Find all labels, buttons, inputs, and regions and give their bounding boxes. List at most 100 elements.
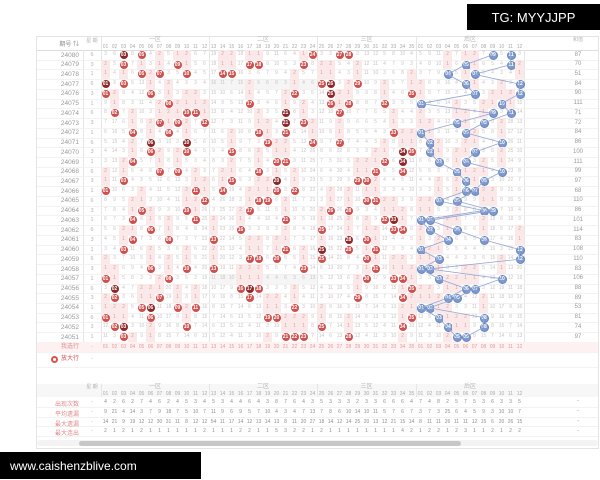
omission-cell[interactable]: 5 xyxy=(266,148,269,155)
omission-cell[interactable]: 6 xyxy=(176,245,179,252)
omission-cell[interactable]: 14 xyxy=(318,89,325,96)
select-number[interactable]: 04 xyxy=(444,343,451,350)
omission-cell[interactable]: 5 xyxy=(131,303,134,310)
omission-cell[interactable]: 2 xyxy=(182,302,191,313)
omission-cell[interactable]: 1 xyxy=(443,59,452,70)
omission-cell[interactable]: 21 xyxy=(507,187,514,194)
red-ball[interactable]: 04 xyxy=(128,216,137,225)
omission-cell[interactable]: 13 xyxy=(489,274,496,281)
omission-cell[interactable]: 1 xyxy=(497,157,506,167)
omission-cell[interactable]: 3 xyxy=(401,196,404,203)
omission-cell[interactable]: 2 xyxy=(227,157,236,167)
red-ball[interactable]: 23 xyxy=(299,333,308,342)
omission-cell[interactable]: 7 xyxy=(140,235,143,242)
omission-cell[interactable]: 13 xyxy=(228,245,235,252)
red-ball[interactable]: 28 xyxy=(344,51,353,59)
omission-cell[interactable]: 15 xyxy=(489,255,496,262)
omission-cell[interactable]: 4 xyxy=(293,51,296,57)
omission-cell[interactable]: 8 xyxy=(284,255,287,262)
omission-cell[interactable]: 7 xyxy=(347,138,350,145)
omission-cell[interactable]: 1 xyxy=(461,147,470,158)
red-ball[interactable]: 18 xyxy=(254,167,263,176)
omission-cell[interactable]: 2 xyxy=(110,88,119,99)
omission-cell[interactable]: 12 xyxy=(363,60,370,67)
select-number[interactable]: 23 xyxy=(300,343,307,350)
omission-cell[interactable]: 1 xyxy=(515,234,524,245)
omission-cell[interactable]: 5 xyxy=(122,196,125,203)
omission-cell[interactable]: 1 xyxy=(371,254,380,265)
omission-cell[interactable]: 4 xyxy=(149,99,152,106)
omission-cell[interactable]: 2 xyxy=(254,108,263,119)
omission-cell[interactable]: 8 xyxy=(392,138,395,145)
omission-cell[interactable]: 8 xyxy=(401,70,404,77)
omission-cell[interactable]: 11 xyxy=(219,80,226,87)
omission-cell[interactable]: 3 xyxy=(392,99,395,106)
omission-cell[interactable]: 7 xyxy=(194,235,197,242)
omission-cell[interactable]: 2 xyxy=(317,205,326,216)
omission-cell[interactable]: 1 xyxy=(119,166,128,177)
omission-cell[interactable]: 5 xyxy=(401,177,404,184)
omission-cell[interactable]: 1 xyxy=(155,157,164,167)
column-number[interactable]: 10 xyxy=(183,44,190,50)
omission-cell[interactable]: 1 xyxy=(299,108,308,119)
omission-cell[interactable]: 15 xyxy=(201,313,208,320)
omission-cell[interactable]: 17 xyxy=(489,235,496,242)
omission-cell[interactable]: 2 xyxy=(146,322,155,333)
omission-cell[interactable]: 2 xyxy=(488,88,497,99)
omission-cell[interactable]: 14 xyxy=(201,323,208,330)
omission-cell[interactable]: 14 xyxy=(318,333,325,340)
red-ball[interactable]: 20 xyxy=(272,177,281,186)
omission-cell[interactable]: 4 xyxy=(410,51,413,57)
omission-cell[interactable]: 5 xyxy=(491,60,494,67)
omission-cell[interactable]: 8 xyxy=(131,51,134,57)
omission-cell[interactable]: 1 xyxy=(452,215,461,226)
omission-cell[interactable]: 1 xyxy=(344,225,353,235)
omission-cell[interactable]: 11 xyxy=(210,274,217,281)
red-ball[interactable]: 17 xyxy=(245,294,254,303)
omission-cell[interactable]: 23 xyxy=(219,226,226,233)
omission-cell[interactable]: 16 xyxy=(237,70,244,77)
omission-cell[interactable]: 4 xyxy=(284,177,287,184)
omission-cell[interactable]: 1 xyxy=(254,157,263,167)
red-ball[interactable]: 24 xyxy=(308,138,317,147)
omission-cell[interactable]: 4 xyxy=(239,245,242,252)
omission-cell[interactable]: 3 xyxy=(257,99,260,106)
omission-cell[interactable]: 21 xyxy=(201,255,208,262)
omission-cell[interactable]: 5 xyxy=(428,313,431,320)
omission-cell[interactable]: 5 xyxy=(410,99,413,106)
omission-cell[interactable]: 1 xyxy=(236,273,245,284)
omission-cell[interactable]: 7 xyxy=(212,167,215,174)
omission-cell[interactable]: 1 xyxy=(461,50,470,60)
omission-cell[interactable]: 8 xyxy=(266,60,269,67)
omission-cell[interactable]: 25 xyxy=(507,148,514,155)
omission-cell[interactable]: 19 xyxy=(516,274,523,281)
omission-cell[interactable]: 7 xyxy=(482,51,485,57)
red-ball[interactable]: 02 xyxy=(110,284,119,293)
omission-cell[interactable]: 8 xyxy=(365,294,368,301)
omission-cell[interactable]: 13 xyxy=(516,333,523,340)
omission-cell[interactable]: 5 xyxy=(257,206,260,213)
omission-cell[interactable]: 10 xyxy=(237,128,244,135)
omission-cell[interactable]: 5 xyxy=(113,235,116,242)
omission-cell[interactable]: 9 xyxy=(212,148,215,155)
omission-cell[interactable]: 1 xyxy=(272,302,281,313)
omission-cell[interactable]: 18 xyxy=(219,274,226,281)
omission-cell[interactable]: 5 xyxy=(293,255,296,262)
omission-cell[interactable]: 5 xyxy=(275,206,278,213)
omission-cell[interactable]: 3 xyxy=(104,284,107,291)
column-number[interactable]: 32 xyxy=(381,44,388,50)
omission-cell[interactable]: 16 xyxy=(228,216,235,223)
column-number-stats[interactable]: 09 xyxy=(174,390,181,397)
omission-cell[interactable]: 6 xyxy=(293,128,296,135)
red-ball[interactable]: 21 xyxy=(281,109,290,118)
omission-cell[interactable]: 1 xyxy=(362,186,371,196)
omission-cell[interactable]: 2 xyxy=(281,88,290,99)
select-number[interactable]: 20 xyxy=(273,343,280,350)
omission-cell[interactable]: 7 xyxy=(491,333,494,340)
omission-cell[interactable]: 4 xyxy=(158,255,161,262)
omission-cell[interactable]: 15 xyxy=(444,89,451,96)
omission-cell[interactable]: 9 xyxy=(104,99,107,106)
omission-cell[interactable]: 26 xyxy=(219,196,226,203)
red-ball[interactable]: 31 xyxy=(371,167,380,176)
omission-cell[interactable]: 12 xyxy=(489,284,496,291)
